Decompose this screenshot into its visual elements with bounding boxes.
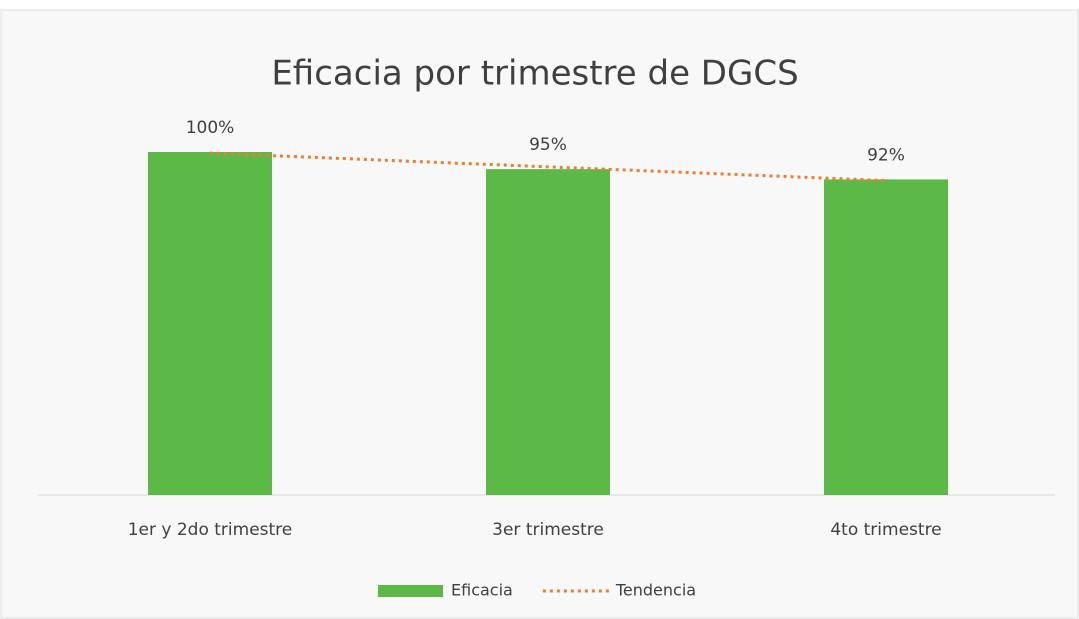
bar [148,152,272,495]
trend-line [209,151,887,183]
bar [824,179,948,495]
bar [486,169,610,495]
x-tick-label: 3er trimestre [492,520,604,540]
legend-label: Eficacia [451,581,513,600]
x-tick-label: 1er y 2do trimestre [128,520,293,540]
legend-swatch [378,585,443,597]
chart-title: Eficacia por trimestre de DGCS [271,54,798,94]
data-label: 95% [529,135,567,155]
legend-label: Tendencia [615,581,696,600]
data-label: 100% [186,118,235,138]
data-label: 92% [867,145,905,165]
x-tick-label: 4to trimestre [830,520,941,540]
